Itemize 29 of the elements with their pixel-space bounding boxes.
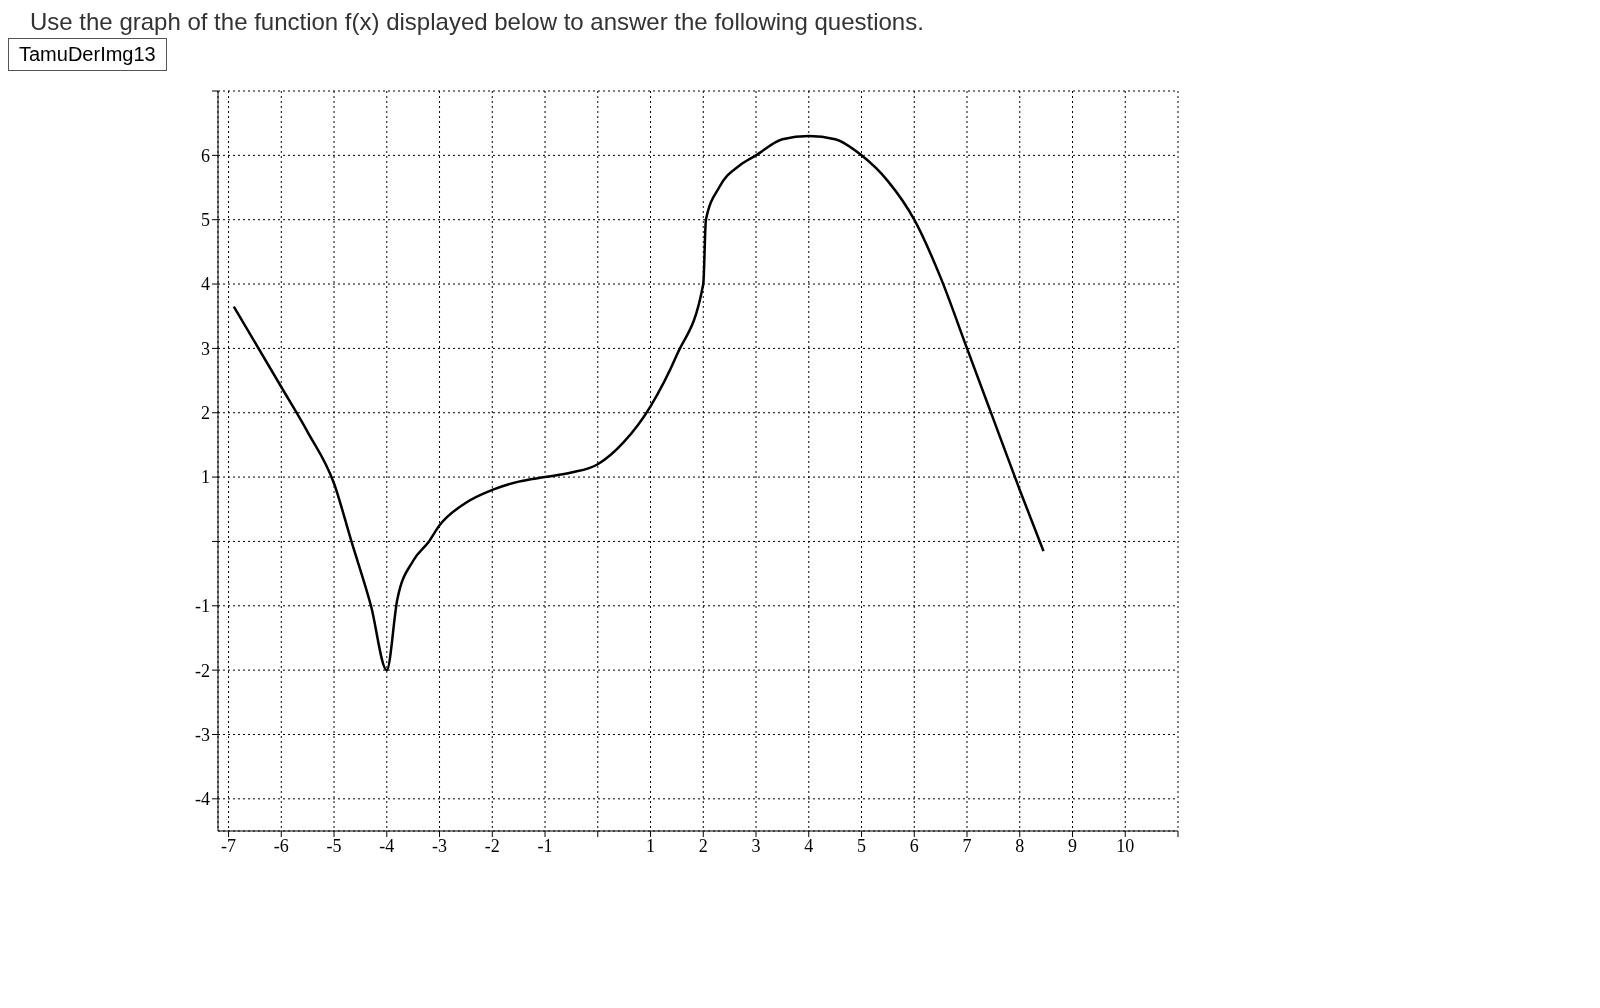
x-tick-label: -6: [273, 835, 289, 856]
y-tick-label: 4: [201, 274, 210, 295]
x-tick-label: -2: [484, 835, 500, 856]
x-tick-label: 9: [1068, 835, 1078, 856]
x-tick-label: 5: [857, 835, 867, 856]
x-tick-label: 8: [1015, 835, 1025, 856]
x-tick-label: 1: [646, 835, 656, 856]
x-tick-label: -7: [221, 835, 237, 856]
x-tick-label: -5: [326, 835, 342, 856]
x-tick-label: 7: [962, 835, 972, 856]
y-tick-label: -4: [195, 789, 210, 810]
text: TamuDerImg13: [8, 38, 167, 71]
x-tick-label: 3: [751, 835, 761, 856]
y-tick-label: 3: [201, 338, 210, 359]
y-tick-label: -3: [195, 724, 210, 745]
x-tick-label: -1: [537, 835, 553, 856]
chart-title: Use the graph of the function f(x) displayed below to answer the following questions.: [30, 8, 925, 36]
x-tick-label: 6: [909, 835, 919, 856]
y-tick-label: 2: [201, 403, 210, 424]
x-tick-label: 10: [1116, 835, 1135, 856]
y-tick-label: -2: [195, 660, 210, 681]
y-tick-label: 5: [201, 210, 210, 231]
y-tick-label: 1: [201, 467, 210, 488]
x-tick-label: -3: [432, 835, 448, 856]
y-tick-label: 6: [201, 145, 210, 166]
y-tick-label: -1: [195, 596, 210, 617]
x-tick-label: 4: [804, 835, 814, 856]
x-tick-label: -4: [379, 835, 395, 856]
x-tick-label: 2: [698, 835, 708, 856]
